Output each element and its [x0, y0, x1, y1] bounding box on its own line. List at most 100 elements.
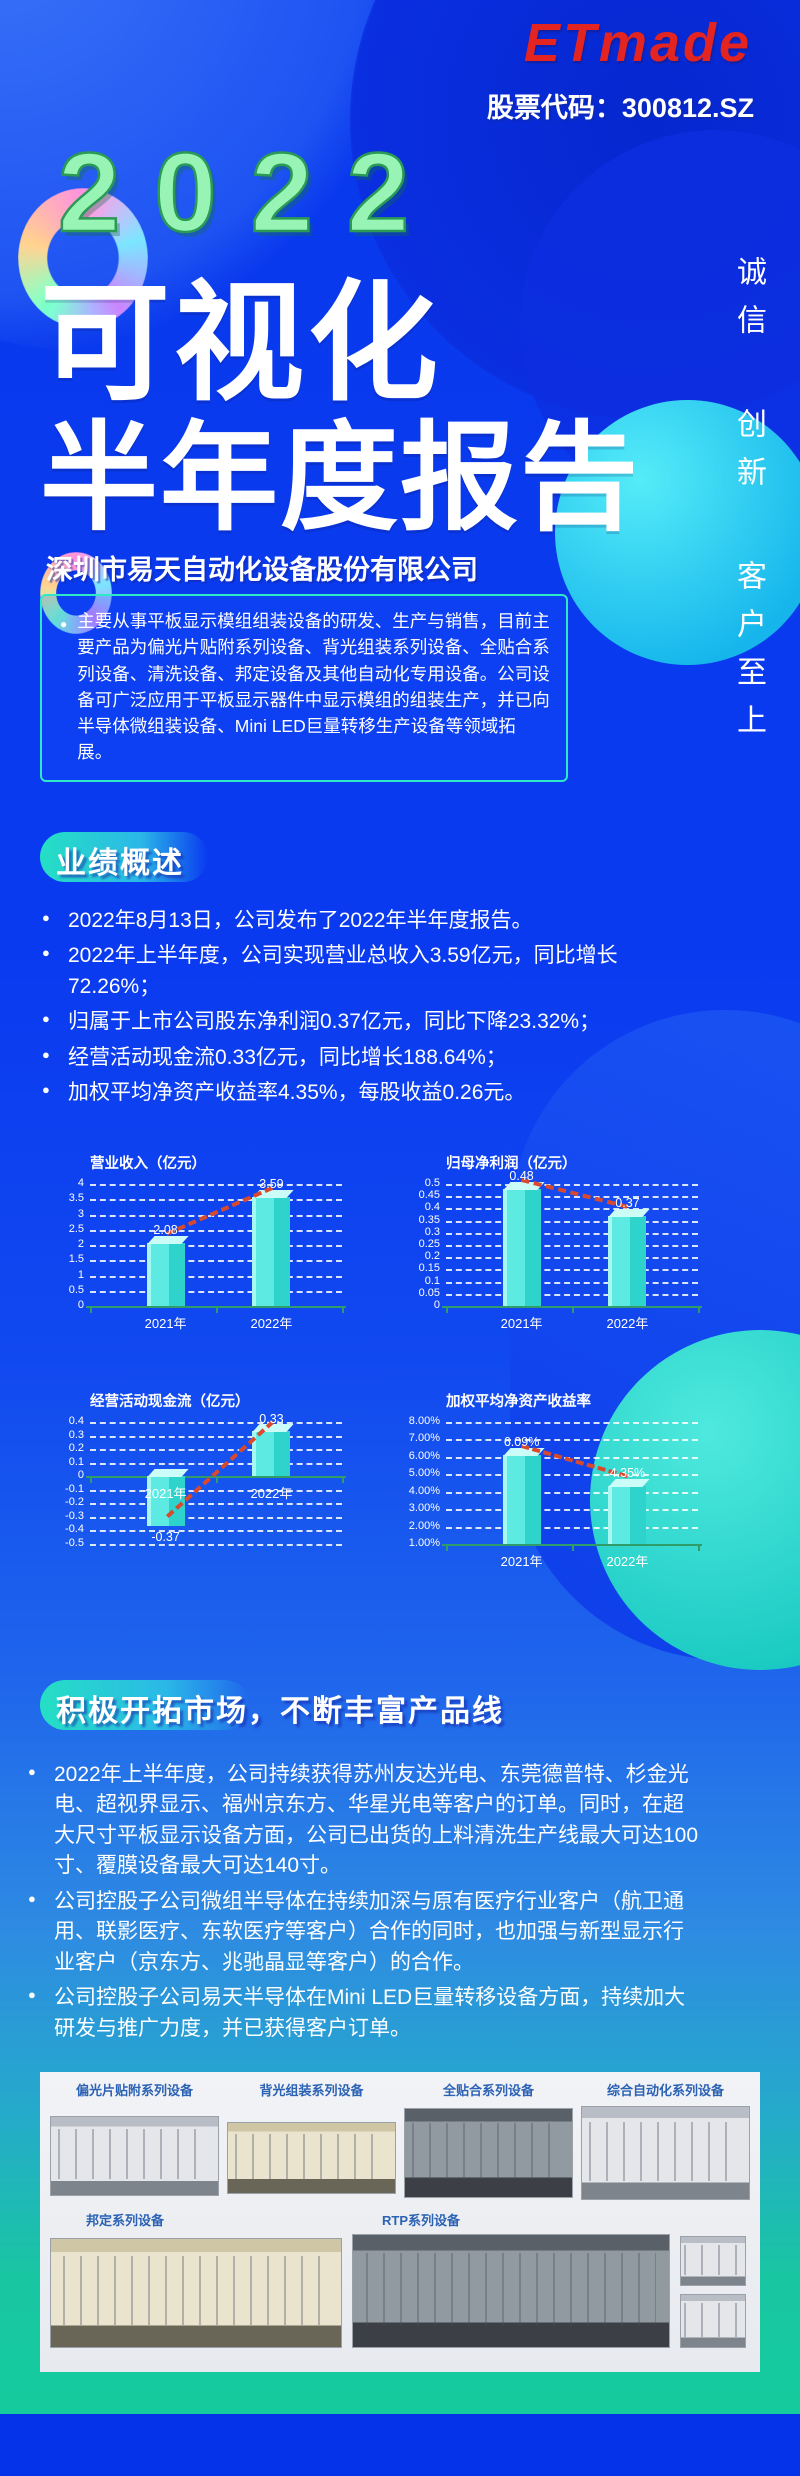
market-section-heading: 积极开拓市场，不断丰富产品线: [40, 1680, 504, 1730]
chart-gridline: [446, 1439, 698, 1442]
chart-bar: [608, 1485, 647, 1544]
product-photo-lamination-line: [404, 2108, 573, 2198]
performance-section-heading: 业绩概述: [40, 832, 208, 882]
y-axis-tick-label: 3.00%: [408, 1502, 440, 1515]
x-axis-tick: [446, 1306, 448, 1313]
chart-plot-area: 0.5 0.45 0.4 0.35 0.3 0.25 0.2 0.15 0.1 0.05 0 0.48…: [419, 1169, 702, 1331]
chart-gridline: [446, 1293, 698, 1296]
x-axis-category-label: 2022年: [606, 1316, 649, 1331]
chart-bar: [146, 1476, 185, 1527]
list-item: 经营活动现金流0.33亿元，同比增长188.64%；: [42, 1043, 670, 1073]
x-axis-category-label: 2022年: [606, 1554, 649, 1569]
chart-gridline: [90, 1462, 342, 1465]
x-axis-tick: [698, 1544, 700, 1551]
y-axis-tick-label: 2.5: [68, 1222, 84, 1235]
y-axis-tick-label: 1: [77, 1268, 84, 1281]
chart-bar: [252, 1196, 291, 1306]
x-axis-tick: [342, 1306, 344, 1313]
chart-bar: [502, 1188, 541, 1306]
chart-gridline: [90, 1503, 342, 1506]
chart-gridline: [90, 1275, 342, 1278]
x-axis-tick: [446, 1544, 448, 1551]
chart-gridline: [90, 1260, 342, 1263]
net-profit-chart: 归母净利润（亿元） 0.5 0.45 0.4 0.35 0.3 0.25 0.2 0.15 0.…: [386, 1152, 736, 1364]
chart-gridline: [446, 1509, 698, 1512]
x-axis-tick: [698, 1306, 700, 1313]
list-item: 公司控股子公司易天半导体在Mini LED巨量转移设备方面，持续加大研发与推广力…: [28, 1983, 704, 2044]
list-item: 2022年8月13日，公司发布了2022年半年度报告。: [42, 906, 670, 936]
stock-code-label: 股票代码：300812.SZ: [486, 93, 754, 123]
x-axis-tick: [572, 1306, 574, 1313]
y-axis-tick-label: 1.00%: [408, 1537, 440, 1549]
y-axis-tick-label: 2: [77, 1238, 84, 1250]
chart-gridline: [90, 1544, 342, 1546]
product-label: RTP系列设备: [382, 2213, 461, 2228]
x-axis-tick: [216, 1306, 218, 1313]
chart-plot-area: 8.00% 7.00% 6.00% 5.00% 4.00% 3.00% 2.00% 1.00%…: [409, 1415, 702, 1569]
y-axis-tick-label: 1.5: [68, 1253, 84, 1266]
bar-value-label: 6.09%: [503, 1435, 540, 1450]
y-axis-tick-label: 0.45: [418, 1189, 440, 1202]
list-item: 2022年上半年度，公司实现营业总收入3.59亿元，同比增长72.26%；: [42, 941, 670, 1002]
y-axis-tick-label: 0: [77, 1299, 84, 1311]
market-bullet-list: 2022年上半年度，公司持续获得苏州友达光电、东莞德普特、杉金光电、超视界显示、…: [28, 1760, 704, 2049]
bar-value-label: 0.37: [615, 1195, 640, 1210]
cash-flow-chart: 经营活动现金流（亿元） 0.4 0.3 0.2 0.1 0 -0.1 -0.2 -0.3 -0.…: [30, 1390, 380, 1602]
bar-value-label: 2.08: [153, 1222, 178, 1237]
product-cell: 全贴合系列设备: [404, 2080, 573, 2200]
slogan-customer-first: 客户至上: [732, 560, 765, 752]
y-axis-tick-label: 7.00%: [408, 1432, 440, 1445]
y-axis-tick-label: 0.5: [68, 1283, 84, 1296]
chart-gridline: [446, 1257, 698, 1260]
product-label: 背光组装系列设备: [259, 2083, 364, 2098]
x-axis-category-label: 2022年: [250, 1486, 293, 1502]
chart-gridline: [90, 1449, 342, 1452]
list-item: 加权平均净资产收益率4.35%，每股收益0.26元。: [42, 1078, 670, 1108]
list-item: 公司控股子公司微组半导体在持续加深与原有医疗行业客户（航卫通用、联影医疗、东软医…: [28, 1887, 704, 1978]
y-axis-tick-label: 6.00%: [408, 1449, 440, 1462]
y-axis-tick-label: 0.4: [68, 1415, 84, 1427]
chart-gridline: [446, 1196, 698, 1199]
y-axis-tick-label: 8.00%: [408, 1415, 440, 1427]
bg-circle-right-cyan: [555, 400, 800, 665]
y-axis-tick-label: 0: [77, 1469, 84, 1482]
product-photo-small-machine-2: [680, 2294, 746, 2348]
y-axis-tick-label: -0.3: [65, 1509, 84, 1522]
chart-gridline: [446, 1184, 698, 1186]
chart-gridline: [90, 1516, 342, 1519]
product-label: 邦定系列设备: [86, 2213, 165, 2228]
product-gallery-card: 偏光片贴附系列设备 背光组装系列设备 全贴合系列设备 综合自动化系列设备 邦定系…: [40, 2072, 760, 2372]
chart-gridline: [90, 1214, 342, 1217]
chart-plot-area: 0.4 0.3 0.2 0.1 0 -0.1 -0.2 -0.3 -0.4 -0.5 -0.37 20…: [65, 1412, 346, 1549]
y-axis-tick-label: 0.2: [424, 1250, 440, 1263]
chart-gridline: [446, 1220, 698, 1223]
x-axis-tick: [342, 1476, 344, 1484]
product-cell: 背光组装系列设备: [227, 2080, 396, 2200]
chart-gridline: [446, 1269, 698, 1272]
y-axis-tick-label: 0.3: [68, 1428, 84, 1441]
product-row-1: 偏光片贴附系列设备 背光组装系列设备 全贴合系列设备 综合自动化系列设备: [50, 2080, 750, 2200]
footer-bar: [0, 2414, 800, 2476]
chart-bar: [252, 1431, 291, 1477]
y-axis-tick-label: 0.3: [424, 1225, 440, 1238]
product-photo-polarizer-line: [50, 2116, 219, 2196]
main-title-line2: 半年度报告: [40, 413, 641, 545]
y-axis-tick-label: -0.1: [65, 1482, 84, 1495]
chart-gridline: [446, 1422, 698, 1424]
y-axis-tick-label: 0.25: [418, 1238, 440, 1250]
x-axis-tick: [216, 1476, 218, 1484]
y-axis-tick-label: 3: [77, 1207, 84, 1220]
x-axis-category-label: 2021年: [144, 1316, 187, 1331]
y-axis-tick-label: 0.2: [68, 1442, 84, 1455]
chart-gridline: [446, 1232, 698, 1235]
x-axis-category-label: 2021年: [144, 1486, 187, 1502]
product-photo-small-machine-1: [680, 2236, 746, 2286]
chart-gridline: [446, 1245, 698, 1247]
chart-plot-area: 4 3.5 3 2.5 2 1.5 1 0.5 0 2.08 2021年 3.59 2022年: [69, 1177, 346, 1331]
y-axis-tick-label: -0.4: [65, 1523, 84, 1536]
bar-value-label: 4.35%: [609, 1465, 646, 1480]
product-cell: [680, 2210, 746, 2348]
list-item: 2022年上半年度，公司持续获得苏州友达光电、东莞德普特、杉金光电、超视界显示、…: [28, 1760, 704, 1882]
product-label: 综合自动化系列设备: [606, 2083, 724, 2098]
